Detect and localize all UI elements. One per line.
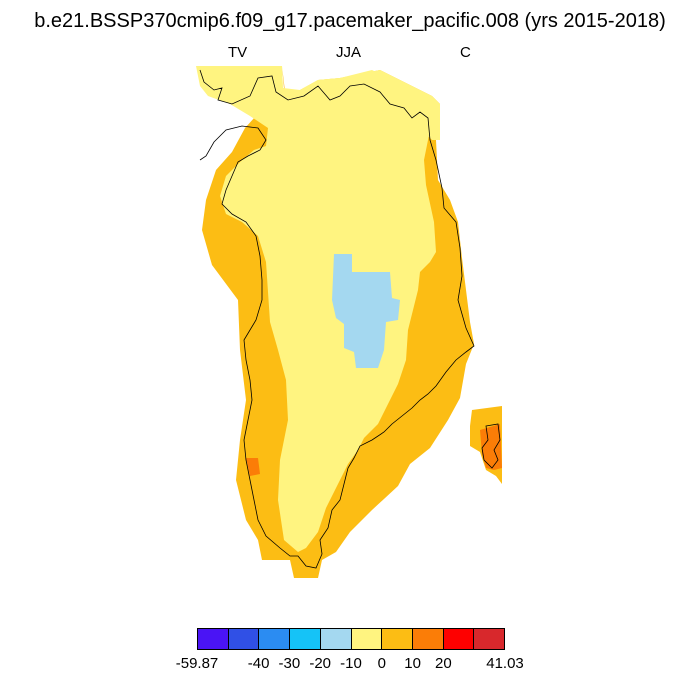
plot-title: b.e21.BSSP370cmip6.f09_g17.pacemaker_pac… xyxy=(34,10,666,32)
subtitle-units: C xyxy=(460,44,471,61)
interior-ice-sheet xyxy=(196,66,436,552)
colorbar-swatch-0 xyxy=(198,629,229,649)
cooling-anomaly-region xyxy=(332,254,400,368)
colorbar-swatch-9 xyxy=(474,629,505,649)
colorbar-swatch-2 xyxy=(259,629,291,649)
east-coast-hotspot xyxy=(480,424,502,470)
west-coast-hotspot xyxy=(246,458,260,476)
colorbar-swatch-4 xyxy=(320,629,352,649)
colorbar-swatch-5 xyxy=(351,629,383,649)
colorbar-label: 0 xyxy=(377,655,386,672)
colorbar-swatch-3 xyxy=(290,629,321,649)
colorbar-label: -20 xyxy=(309,655,332,672)
colorbar-label: -10 xyxy=(340,655,362,672)
island-coastline xyxy=(481,423,501,469)
colorbar-label: -59.87 xyxy=(175,655,219,672)
colorbar-label: -30 xyxy=(278,655,301,672)
colorbar-swatch-1 xyxy=(228,629,260,649)
colorbar-swatch-6 xyxy=(382,629,413,649)
interior-north-lobe xyxy=(300,70,440,140)
colorbar-label: 41.03 xyxy=(486,655,524,672)
subtitle-season: JJA xyxy=(336,44,362,61)
colorbar-swatch-8 xyxy=(443,629,475,649)
colorbar-label: 10 xyxy=(404,655,421,672)
colorbar-swatch-7 xyxy=(412,629,444,649)
colorbar-label: 20 xyxy=(435,655,452,672)
colorbar xyxy=(197,628,505,650)
subtitle-variable: TV xyxy=(228,44,248,61)
coastline xyxy=(199,69,475,569)
colorbar-label: -40 xyxy=(247,655,270,672)
